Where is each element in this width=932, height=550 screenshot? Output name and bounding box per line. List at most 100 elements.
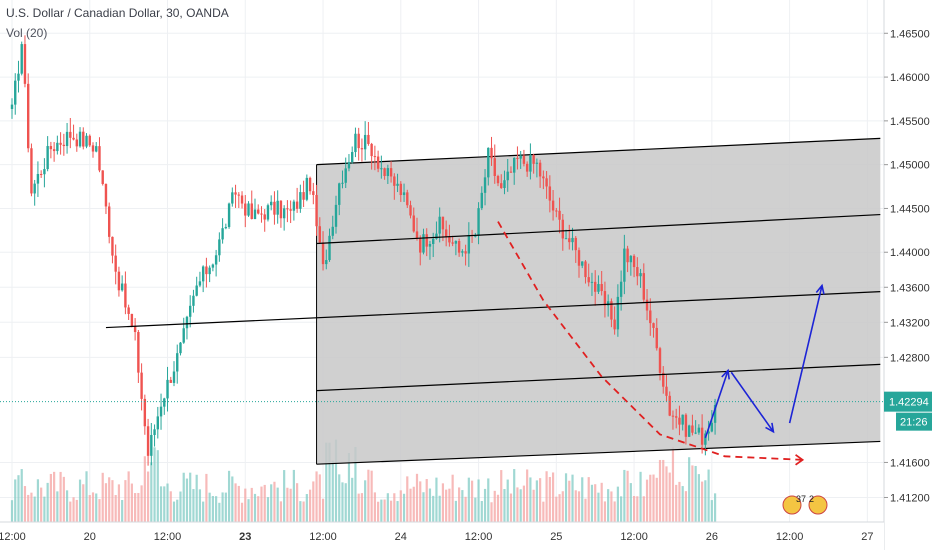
volume-bar: [53, 471, 56, 522]
price-tick-label: 1.41200: [890, 492, 930, 504]
volume-bar: [163, 486, 166, 522]
candle-body: [461, 251, 464, 253]
candle-body: [548, 186, 552, 201]
volume-bar: [104, 483, 108, 522]
candle-body: [568, 238, 571, 243]
volume-bar: [111, 480, 114, 522]
volume-bar: [490, 502, 493, 522]
volume-bar: [289, 488, 292, 522]
candle-body: [363, 134, 367, 150]
candle-body: [590, 281, 594, 283]
volume-bar: [266, 497, 270, 522]
volume-bar: [75, 499, 78, 522]
candle-body: [182, 328, 185, 343]
candle-body: [292, 201, 296, 211]
candle-body: [438, 216, 441, 234]
candle-body: [78, 131, 82, 147]
volume-bar: [114, 495, 117, 522]
volume-bar: [467, 477, 470, 522]
candle-body: [208, 267, 211, 275]
candle-body: [221, 228, 224, 240]
volume-bar: [649, 474, 652, 522]
volume-bar: [189, 472, 192, 522]
volume-bar: [675, 484, 678, 522]
volume-bar: [516, 487, 519, 522]
volume-bar: [389, 500, 393, 522]
candle-body: [629, 255, 633, 263]
candle-body: [46, 146, 49, 170]
volume-bar: [402, 493, 406, 522]
volume-bar: [532, 489, 535, 522]
volume-bar: [539, 478, 542, 522]
candle-body: [457, 241, 461, 253]
volume-bar: [636, 496, 639, 522]
volume-bar: [581, 477, 584, 522]
trend-line-3: [316, 363, 881, 392]
candle-body: [652, 323, 655, 328]
candle-body: [538, 162, 542, 177]
volume-bar: [10, 500, 14, 522]
candle-body: [289, 209, 292, 211]
candle-body: [658, 348, 662, 373]
candle-body: [266, 205, 270, 220]
last-price-badge: [884, 391, 932, 412]
volume-bar: [156, 450, 159, 522]
candle-body: [331, 226, 334, 236]
candle-body: [282, 208, 286, 219]
candle-body: [477, 208, 480, 236]
candle-body: [619, 281, 623, 297]
candle-body: [14, 80, 17, 105]
trend-drawings[interactable]: [0, 213, 884, 466]
volume-bar: [684, 491, 688, 522]
candle-body: [39, 173, 43, 175]
volume-bar: [396, 501, 399, 522]
candle-body: [354, 133, 357, 153]
volume-bar: [597, 492, 600, 522]
volume-bar: [49, 473, 52, 522]
volume-bar: [645, 479, 649, 522]
volume-bar: [325, 442, 328, 522]
candle-body: [185, 316, 189, 329]
candle-body: [542, 176, 545, 179]
candle-body: [305, 177, 309, 200]
candle-body: [412, 215, 415, 232]
volume-bar: [386, 493, 389, 522]
comment-icon: [808, 495, 828, 515]
candle-body: [435, 233, 438, 239]
candle-body: [623, 248, 626, 282]
candle-body: [393, 176, 396, 186]
volume-bar: [568, 480, 571, 522]
candle-body: [545, 178, 548, 187]
price-axis-bg: [884, 0, 932, 550]
candle-body: [399, 183, 402, 196]
candle-body: [69, 131, 72, 138]
volume-bar: [474, 497, 477, 522]
price-tick-label: 1.44000: [890, 247, 930, 259]
candle-body: [137, 332, 140, 373]
volume-bar: [558, 494, 561, 522]
volume-bar: [435, 477, 438, 522]
volume-bar: [260, 486, 263, 522]
volume-bar: [27, 494, 30, 522]
candle-body: [56, 142, 59, 152]
volume-bar: [143, 456, 146, 522]
channel-upper-line: [316, 137, 881, 166]
candle-body: [432, 238, 435, 245]
candle-body: [82, 131, 85, 147]
volume-bar: [626, 470, 629, 522]
volume-bar: [30, 492, 33, 522]
candle-body: [357, 133, 360, 149]
volume-bar: [20, 469, 23, 522]
blue-arrow-up-2-head: [815, 283, 825, 295]
volume-bar: [195, 474, 198, 522]
candle-body: [205, 266, 208, 275]
candle-body: [441, 216, 445, 230]
volume-bar: [321, 498, 325, 522]
volume-bar: [623, 469, 626, 522]
time-tick-label: 27: [861, 531, 873, 543]
candle-body: [117, 271, 121, 291]
candle-body: [642, 273, 645, 300]
volume-bar: [464, 496, 467, 522]
volume-bar: [208, 492, 211, 522]
